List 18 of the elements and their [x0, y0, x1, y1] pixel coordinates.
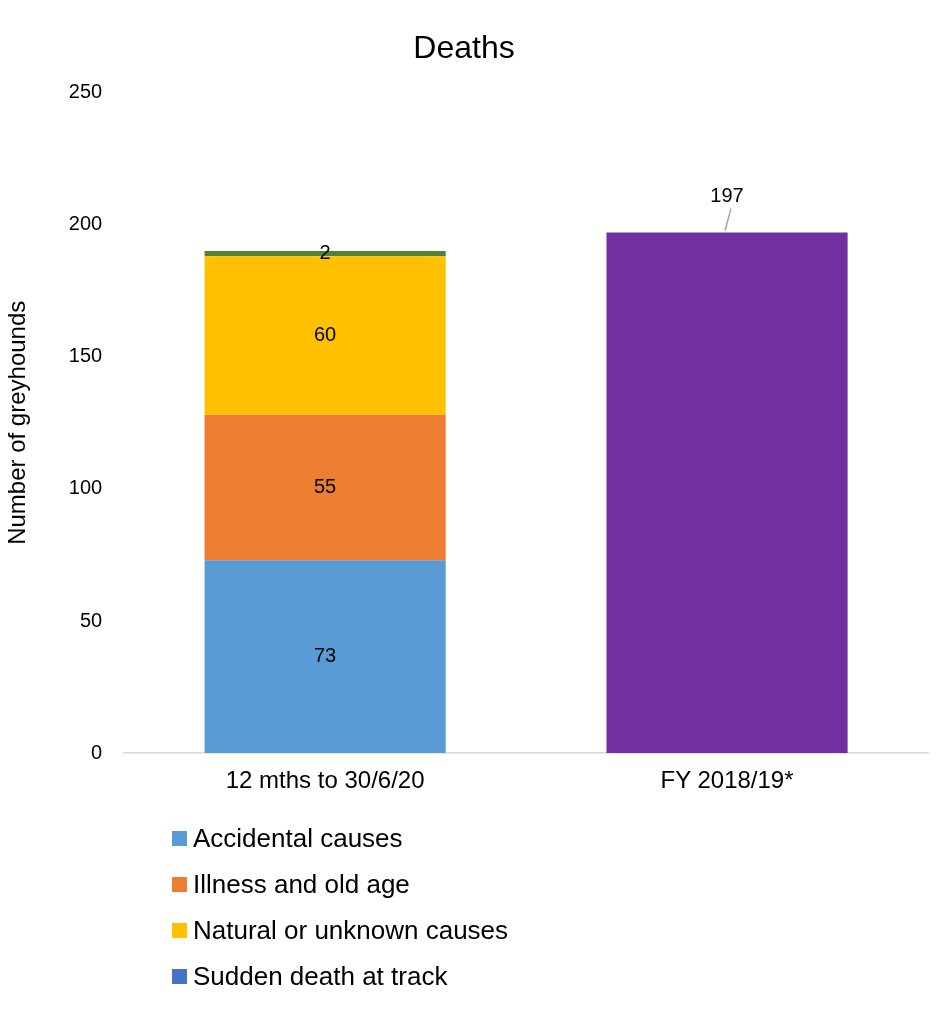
data-label: 55 [314, 475, 337, 498]
y-tick-label: 150 [68, 344, 103, 367]
legend-label: Natural or unknown causes [193, 915, 509, 945]
data-label: 60 [314, 323, 337, 346]
data-label: 73 [314, 644, 337, 667]
data-label: 197 [710, 184, 744, 207]
y-tick-label: 50 [79, 608, 103, 631]
y-tick-label: 0 [91, 740, 103, 763]
y-tick-label: 250 [68, 79, 103, 102]
x-tick-label: 12 mths to 30/6/20 [225, 766, 425, 794]
legend-label: Illness and old age [193, 869, 410, 899]
y-tick-label: 200 [68, 212, 103, 235]
x-tick-label: FY 2018/19* [660, 766, 794, 794]
y-axis-title: Number of greyhounds [3, 300, 31, 545]
chart-title: Deaths [413, 29, 515, 66]
legend-label: Accidental causes [193, 823, 403, 853]
y-tick-label: 100 [68, 476, 103, 499]
legend-label: Sudden death at track [193, 961, 448, 991]
